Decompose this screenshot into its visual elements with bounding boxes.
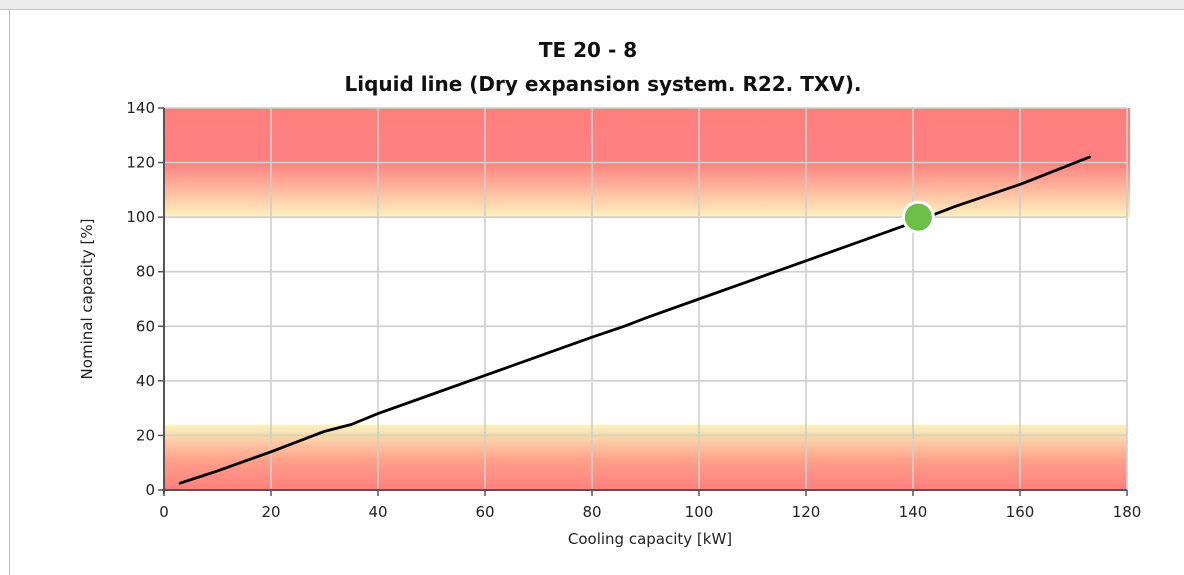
x-tick-label: 80 [582,503,601,521]
x-tick-label: 40 [368,503,387,521]
nominal-capacity-chart: 0 20 40 60 80 100 120 140 160 180 0 20 40 60 80 100 120 1… [78,38,1141,548]
x-tick-label: 100 [685,503,714,521]
chart-title: TE 20 - 8 [539,38,637,62]
x-tick-label: 160 [1006,503,1035,521]
capacity-zones [164,108,1130,490]
y-tick-label: 0 [145,481,155,499]
series-line [178,155,1091,485]
x-axis-label: Cooling capacity [kW] [568,530,732,548]
y-tick-label: 20 [136,426,155,444]
chart-panel: 0 20 40 60 80 100 120 140 160 180 0 20 40 60 80 100 120 1… [9,10,1184,575]
y-tick-label: 80 [136,263,155,281]
tick-labels: 0 20 40 60 80 100 120 140 160 180 0 20 40 60 80 100 120 1… [126,99,1141,521]
grid-lines [164,107,1128,490]
x-tick-label: 0 [159,503,169,521]
y-tick-label: 60 [136,317,155,335]
x-tick-label: 120 [792,503,821,521]
lower-warning-zone [164,424,1127,490]
chart-subtitle: Liquid line (Dry expansion system. R22. … [344,72,861,96]
operating-point-marker [901,200,935,234]
x-tick-label: 140 [899,503,928,521]
axes [158,107,1128,496]
x-tick-label: 180 [1113,503,1142,521]
y-tick-label: 40 [136,372,155,390]
x-tick-label: 20 [261,503,280,521]
y-tick-label: 140 [126,99,155,117]
x-tick-label: 60 [475,503,494,521]
series [178,155,1091,485]
y-tick-label: 100 [126,208,155,226]
y-tick-label: 120 [126,154,155,172]
window-top-strip [0,0,1184,10]
y-axis-label: Nominal capacity [%] [78,219,96,380]
